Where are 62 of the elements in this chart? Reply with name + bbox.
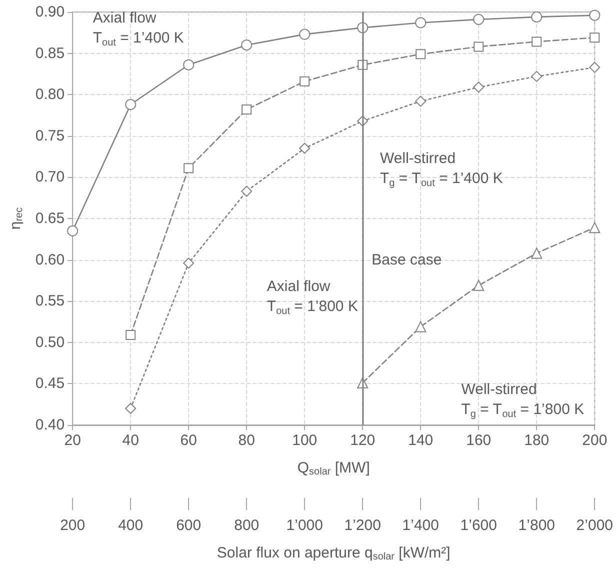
x-tick-label: 140	[408, 432, 434, 449]
point	[590, 32, 600, 43]
x-tick-label: 80	[238, 432, 255, 449]
point	[242, 104, 252, 114]
point	[473, 14, 484, 25]
point	[474, 42, 484, 52]
x2-tick-label: 1’800	[518, 517, 555, 534]
point	[416, 49, 426, 60]
point	[67, 225, 78, 236]
x-tick-label: 100	[292, 432, 318, 449]
ref-line-label: Base case	[372, 251, 442, 268]
x-tick-label: 180	[524, 432, 550, 449]
y-tick-label: 0.65	[35, 210, 65, 227]
y-tick-label: 0.50	[35, 334, 65, 351]
point	[473, 280, 484, 291]
point	[415, 96, 426, 107]
point	[589, 62, 600, 73]
y-axis-title: ηrec	[7, 207, 25, 230]
x2-tick-label: 1’000	[286, 517, 323, 534]
point	[241, 186, 252, 197]
point	[183, 59, 194, 70]
x-tick-label: 160	[466, 432, 492, 449]
x-tick-label: 40	[122, 432, 139, 449]
y-tick-label: 0.40	[35, 416, 65, 434]
x2-tick-label: 400	[118, 517, 144, 534]
x-tick-label: 200	[582, 432, 608, 449]
y-tick-label: 0.45	[35, 375, 65, 392]
y-tick-label: 0.75	[35, 127, 65, 144]
y-tick-label: 0.80	[35, 86, 65, 104]
point	[589, 10, 600, 21]
point	[126, 330, 136, 340]
point	[532, 36, 542, 47]
point	[125, 99, 136, 110]
point	[241, 40, 252, 51]
x2-tick-label: 600	[176, 517, 202, 534]
point	[531, 11, 542, 22]
point	[531, 248, 542, 259]
point	[183, 258, 194, 269]
point	[415, 17, 426, 28]
x-tick-label: 120	[350, 432, 376, 449]
x2-tick-label: 1’200	[344, 517, 381, 534]
point	[299, 142, 310, 154]
y-tick-label: 0.55	[35, 292, 65, 310]
y-tick-label: 0.60	[35, 251, 65, 268]
x2-tick-label: 200	[60, 517, 86, 534]
x2-tick-label: 1’400	[402, 517, 439, 534]
point	[415, 321, 426, 332]
point	[300, 76, 310, 86]
y-tick-label: 0.70	[35, 168, 65, 186]
x2-tick-label: 1’600	[460, 517, 497, 534]
y-tick-label: 0.85	[35, 44, 65, 62]
point	[473, 82, 484, 93]
point	[299, 28, 310, 40]
y-tick-label: 0.90	[35, 4, 65, 20]
x-tick-label: 20	[64, 432, 81, 449]
x2-tick-label: 800	[234, 517, 260, 534]
x2-tick-label: 2’000	[576, 517, 613, 534]
point	[589, 222, 600, 234]
point	[125, 402, 136, 414]
point	[531, 70, 542, 82]
x-tick-label: 60	[180, 432, 197, 449]
point	[184, 163, 194, 174]
